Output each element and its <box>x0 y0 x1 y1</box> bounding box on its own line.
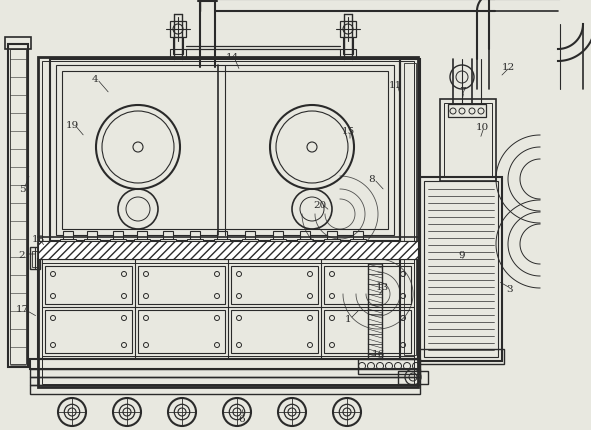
Bar <box>297 240 313 249</box>
Bar <box>217 231 227 247</box>
Bar <box>38 58 418 387</box>
Bar <box>400 60 420 359</box>
Text: 9: 9 <box>459 250 465 259</box>
Bar <box>160 240 176 249</box>
Bar <box>84 240 100 249</box>
Text: 3: 3 <box>506 285 514 294</box>
Bar <box>50 60 400 241</box>
Text: 16: 16 <box>371 350 385 359</box>
Bar <box>350 240 366 249</box>
Text: 15: 15 <box>342 127 355 136</box>
Text: 14: 14 <box>225 53 239 62</box>
Bar <box>30 369 420 377</box>
Text: 5: 5 <box>19 185 25 194</box>
Text: 10: 10 <box>475 123 489 132</box>
Bar <box>30 377 420 385</box>
Bar <box>45 310 132 353</box>
Bar <box>300 231 310 247</box>
Bar <box>340 22 356 38</box>
Text: 2: 2 <box>19 250 25 259</box>
Text: 11: 11 <box>388 80 402 89</box>
Bar <box>170 22 186 38</box>
Bar <box>138 310 225 353</box>
Bar <box>60 240 76 249</box>
Text: 17: 17 <box>15 305 28 314</box>
Bar <box>398 371 428 384</box>
Bar <box>324 310 411 353</box>
Bar <box>38 241 418 259</box>
Bar <box>134 240 150 249</box>
Bar <box>63 231 73 247</box>
Bar <box>30 247 40 269</box>
Bar <box>231 266 318 304</box>
Bar <box>87 231 97 247</box>
Text: 7: 7 <box>459 87 465 96</box>
Text: 1: 1 <box>345 315 351 324</box>
Bar <box>190 231 200 247</box>
Bar <box>273 231 283 247</box>
Bar <box>404 64 416 355</box>
Text: 20: 20 <box>313 200 327 209</box>
Bar <box>173 38 183 55</box>
Bar <box>187 240 203 249</box>
Bar <box>170 50 186 58</box>
Bar <box>137 231 147 247</box>
Bar <box>324 266 411 304</box>
Bar <box>42 62 414 384</box>
Bar <box>42 264 414 356</box>
Bar <box>340 50 356 58</box>
Bar <box>113 231 123 247</box>
Bar <box>324 240 340 249</box>
Text: 8: 8 <box>369 175 375 184</box>
Bar <box>245 231 255 247</box>
Bar <box>62 72 388 230</box>
Bar <box>242 240 258 249</box>
Bar <box>30 359 420 369</box>
Bar <box>343 38 353 55</box>
Bar <box>138 266 225 304</box>
Text: 13: 13 <box>375 283 389 292</box>
Bar <box>163 231 173 247</box>
Bar <box>424 181 498 357</box>
Bar <box>327 231 337 247</box>
Text: 4: 4 <box>92 75 98 84</box>
Text: 12: 12 <box>501 63 515 72</box>
Bar <box>32 252 38 267</box>
Bar <box>38 259 418 359</box>
Bar <box>231 310 318 353</box>
Bar <box>5 38 31 50</box>
Bar <box>358 359 420 374</box>
Text: 6: 6 <box>239 415 245 424</box>
Bar <box>353 231 363 247</box>
Bar <box>418 349 504 364</box>
Bar <box>45 266 132 304</box>
Bar <box>30 385 420 394</box>
Bar <box>440 100 496 181</box>
Bar <box>448 105 486 118</box>
Bar <box>8 45 28 367</box>
Bar <box>420 178 502 361</box>
Text: 19: 19 <box>66 120 79 129</box>
Bar <box>56 66 394 236</box>
Bar <box>270 240 286 249</box>
Text: 18: 18 <box>31 235 45 244</box>
Bar <box>214 240 230 249</box>
Bar <box>10 50 26 364</box>
Bar <box>110 240 126 249</box>
Bar <box>444 104 492 178</box>
